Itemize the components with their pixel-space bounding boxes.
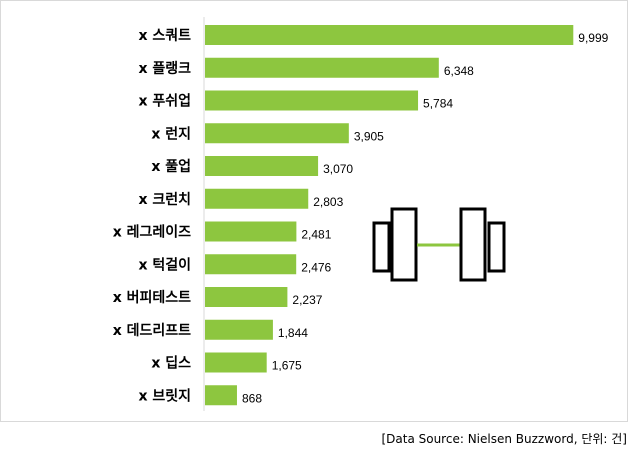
bar	[205, 57, 439, 78]
barbell-left-outer-plate	[372, 221, 391, 273]
barbell-right-outer-plate	[487, 221, 506, 273]
bar	[205, 156, 319, 176]
category-label: x 런지	[151, 125, 191, 142]
bars-group	[205, 25, 574, 406]
bar	[205, 221, 297, 242]
category-label: x 레그레이즈	[113, 224, 191, 241]
data-label: 6,348	[444, 64, 474, 78]
data-label: 3,070	[323, 162, 353, 176]
category-label: x 데드리프트	[113, 323, 191, 339]
bar	[205, 352, 267, 373]
data-label: 3,905	[354, 129, 384, 143]
category-label: x 푸쉬업	[138, 94, 191, 110]
data-label: 5,784	[423, 97, 453, 111]
bar	[205, 123, 349, 144]
bar	[205, 287, 288, 307]
category-label: x 턱걸이	[138, 256, 191, 273]
data-source-note: [Data Source: Nielsen Buzzword, 단위: 건]	[381, 432, 627, 446]
barbell-right-inner-plate	[459, 207, 487, 282]
bar	[205, 319, 273, 340]
barbell-left-inner-plate	[390, 207, 418, 282]
bar	[205, 385, 237, 406]
barbell-icon	[372, 207, 506, 282]
value-labels: 9,999 6,348 5,784 3,905 3,070 2,803 2,481 2,476…	[242, 31, 609, 405]
data-label: 1,844	[278, 326, 308, 340]
bar	[205, 25, 574, 45]
category-label: x 버피테스트	[113, 289, 191, 306]
bar-chart: x 스쿼트 x 플랭크 x 푸쉬업 x 런지 x 풀업 x 크런치 x 레그레이즈 x 턱걸이…	[113, 17, 609, 411]
data-label: 9,999	[578, 31, 608, 45]
data-label: 2,803	[313, 195, 343, 209]
category-label: x 스쿼트	[138, 27, 191, 44]
category-label: x 딥스	[151, 355, 191, 372]
category-label: x 플랭크	[138, 60, 191, 77]
data-label: 1,675	[272, 359, 302, 373]
data-label: 868	[242, 391, 262, 405]
chart-frame: x 스쿼트 x 플랭크 x 푸쉬업 x 런지 x 풀업 x 크런치 x 레그레이즈 x 턱걸이…	[0, 0, 628, 422]
category-labels: x 스쿼트 x 플랭크 x 푸쉬업 x 런지 x 풀업 x 크런치 x 레그레이즈 x 턱걸이…	[113, 27, 191, 404]
category-label: x 브릿지	[138, 387, 191, 404]
bar	[205, 254, 297, 275]
category-label: x 풀업	[151, 159, 191, 175]
data-label: 2,237	[292, 293, 322, 307]
bar	[205, 90, 419, 111]
bar	[205, 188, 309, 209]
data-label: 2,481	[301, 228, 331, 242]
category-label: x 크런치	[138, 191, 191, 208]
data-label: 2,476	[301, 260, 331, 274]
